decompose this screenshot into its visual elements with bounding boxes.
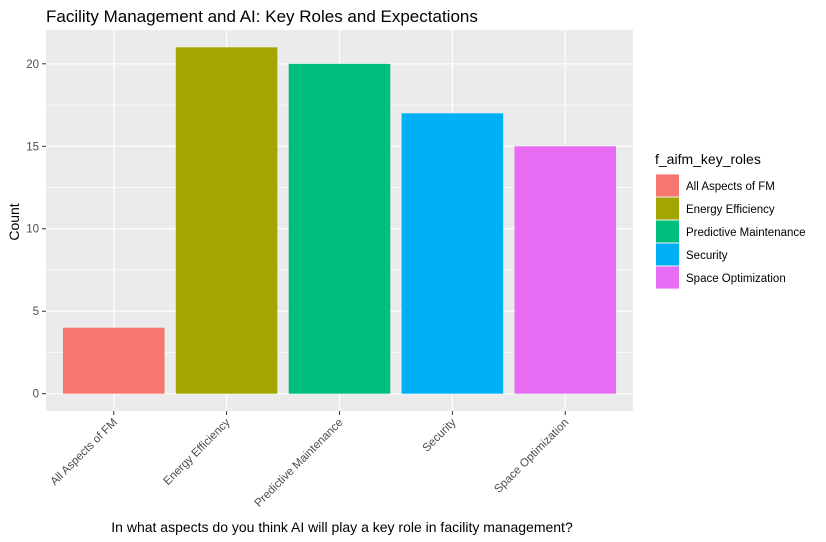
legend-label: Space Optimization [686,273,786,285]
legend-swatch [656,220,679,243]
x-tick-label: Space Optimization [492,417,571,496]
x-axis: All Aspects of FM Energy Efficiency Predic… [49,411,571,510]
y-axis-title: Count [6,203,22,240]
y-tick-label: 20 [26,59,39,71]
legend-label: All Aspects of FM [686,181,775,193]
bar-security [401,113,504,394]
legend-swatch [656,266,679,289]
legend: f_aifm_key_roles All Aspects of FM Energy… [655,151,806,289]
y-axis: 0 5 10 15 20 [26,59,46,401]
legend-title: f_aifm_key_roles [655,151,761,167]
bars [62,47,617,394]
bar-space-optimization [514,146,617,394]
y-tick-label: 5 [33,306,39,318]
legend-swatch [656,243,679,266]
bar-predictive-maintenance [288,63,391,394]
y-tick-label: 15 [26,141,39,153]
x-tick-label: Predictive Maintenance [253,417,346,510]
bar-energy-efficiency [175,47,278,394]
legend-swatch [656,197,679,220]
x-tick-label: Security [421,416,459,454]
legend-label: Security [686,250,728,262]
y-tick-label: 10 [26,224,39,236]
x-axis-title: In what aspects do you think AI will pla… [111,519,573,535]
legend-label: Predictive Maintenance [686,227,806,239]
y-tick-label: 0 [33,389,39,401]
legend-label: Energy Efficiency [686,204,775,216]
x-tick-label: Energy Efficiency [162,416,233,487]
chart-title: Facility Management and AI: Key Roles an… [46,7,478,26]
bar-all-aspects-of-fm [62,327,165,394]
legend-swatch [656,174,679,197]
x-tick-label: All Aspects of FM [49,417,120,488]
